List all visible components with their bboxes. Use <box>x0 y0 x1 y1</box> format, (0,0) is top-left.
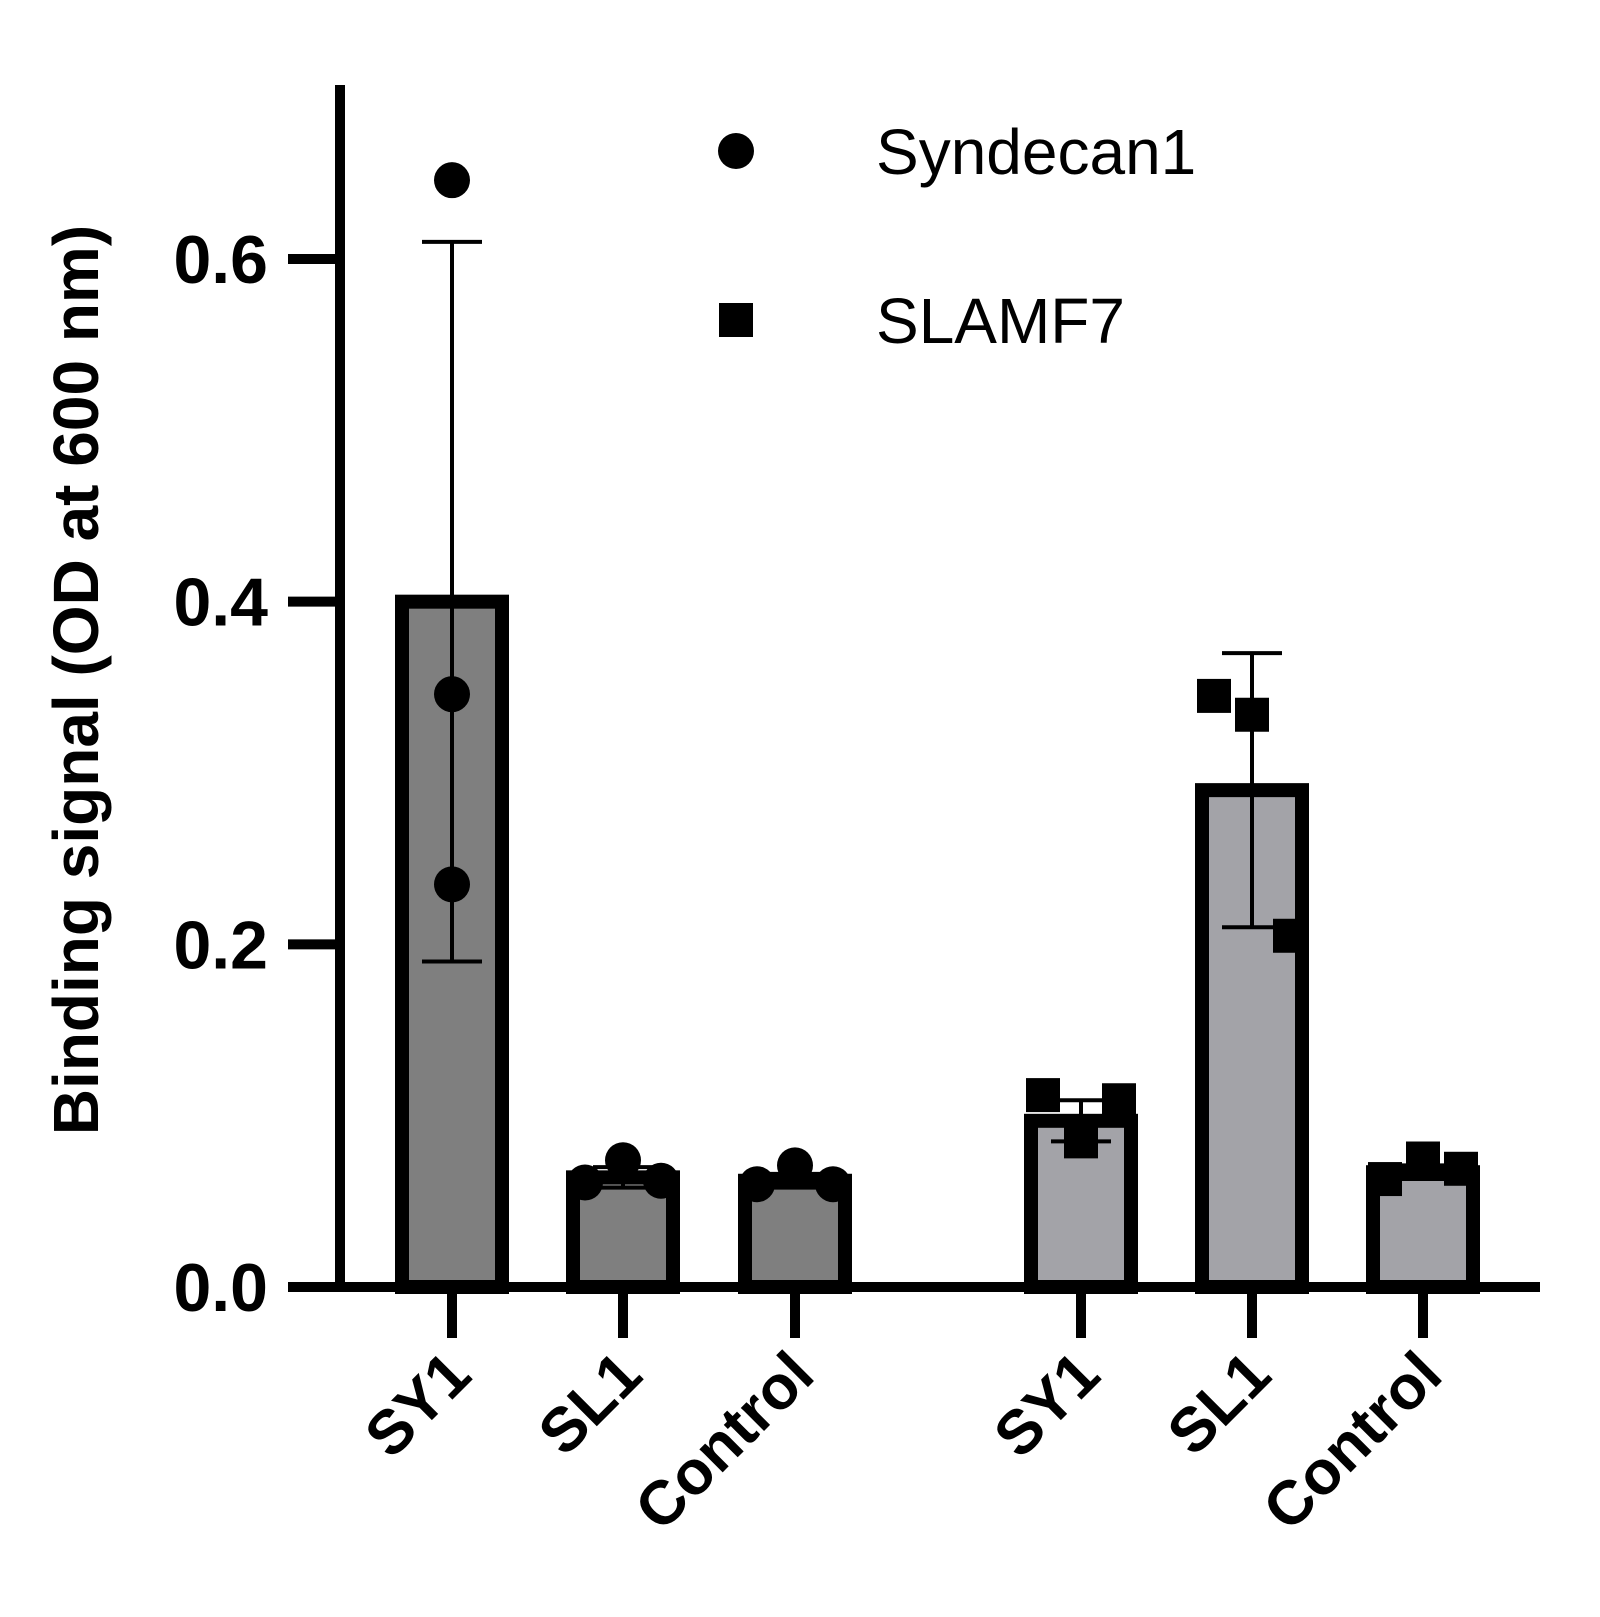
data-point <box>1368 1162 1402 1197</box>
data-point <box>1273 918 1307 953</box>
x-tick-label: SL1 <box>526 1339 655 1468</box>
x-tick-label: Control <box>622 1339 827 1544</box>
data-point <box>434 162 470 199</box>
data-point <box>1197 678 1231 713</box>
legend: Syndecan1 SLAMF7 <box>718 116 1196 357</box>
bars <box>395 594 1480 1295</box>
y-tick-label: 0.6 <box>173 222 268 298</box>
y-axis-title: Binding signal (OD at 600 nm) <box>40 225 112 1135</box>
x-tick-label: SL1 <box>1155 1339 1284 1468</box>
legend-marker-square <box>719 303 753 337</box>
x-tick-label: SY1 <box>352 1339 484 1471</box>
x-tick-label: Control <box>1250 1339 1455 1544</box>
data-point <box>605 1142 641 1179</box>
legend-marker-circle <box>718 133 754 169</box>
data-point <box>777 1147 813 1184</box>
data-point <box>567 1164 603 1201</box>
data-point <box>1235 697 1269 732</box>
legend-label: SLAMF7 <box>876 285 1125 357</box>
y-axis: 0.0 0.2 0.4 0.6 <box>173 85 345 1326</box>
data-point <box>1102 1083 1136 1118</box>
data-point <box>1406 1141 1440 1176</box>
y-tick-label: 0.2 <box>173 907 268 983</box>
data-point <box>434 866 470 903</box>
y-tick-label: 0.0 <box>173 1250 268 1326</box>
data-point <box>815 1166 851 1203</box>
data-point <box>1444 1151 1478 1186</box>
x-tick-label: SY1 <box>981 1339 1113 1471</box>
data-point <box>643 1162 679 1199</box>
data-point <box>739 1166 775 1203</box>
data-points <box>434 162 1478 1203</box>
legend-label: Syndecan1 <box>876 116 1196 188</box>
data-point <box>434 676 470 713</box>
data-point <box>1026 1078 1060 1113</box>
data-point <box>1064 1124 1098 1159</box>
y-tick-label: 0.4 <box>173 565 268 641</box>
